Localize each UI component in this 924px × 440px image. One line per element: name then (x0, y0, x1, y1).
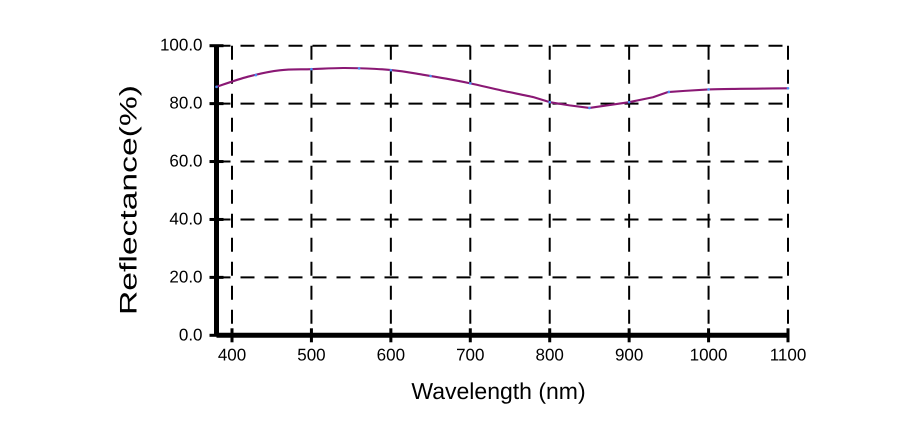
svg-text:60.0: 60.0 (169, 152, 202, 171)
svg-text:600: 600 (377, 345, 405, 364)
svg-text:800: 800 (536, 345, 564, 364)
svg-text:700: 700 (456, 345, 484, 364)
svg-text:500: 500 (297, 345, 325, 364)
svg-text:80.0: 80.0 (169, 94, 202, 113)
svg-text:400: 400 (218, 345, 246, 364)
svg-text:0.0: 0.0 (179, 325, 203, 344)
svg-text:Wavelength (nm): Wavelength (nm) (411, 378, 585, 404)
svg-text:1000: 1000 (690, 345, 728, 364)
svg-text:1100: 1100 (770, 345, 807, 364)
svg-text:100.0: 100.0 (160, 36, 203, 55)
svg-text:40.0: 40.0 (169, 209, 202, 228)
svg-text:Reflectance(%): Reflectance(%) (116, 85, 143, 315)
svg-text:900: 900 (615, 345, 643, 364)
svg-text:20.0: 20.0 (169, 267, 202, 286)
